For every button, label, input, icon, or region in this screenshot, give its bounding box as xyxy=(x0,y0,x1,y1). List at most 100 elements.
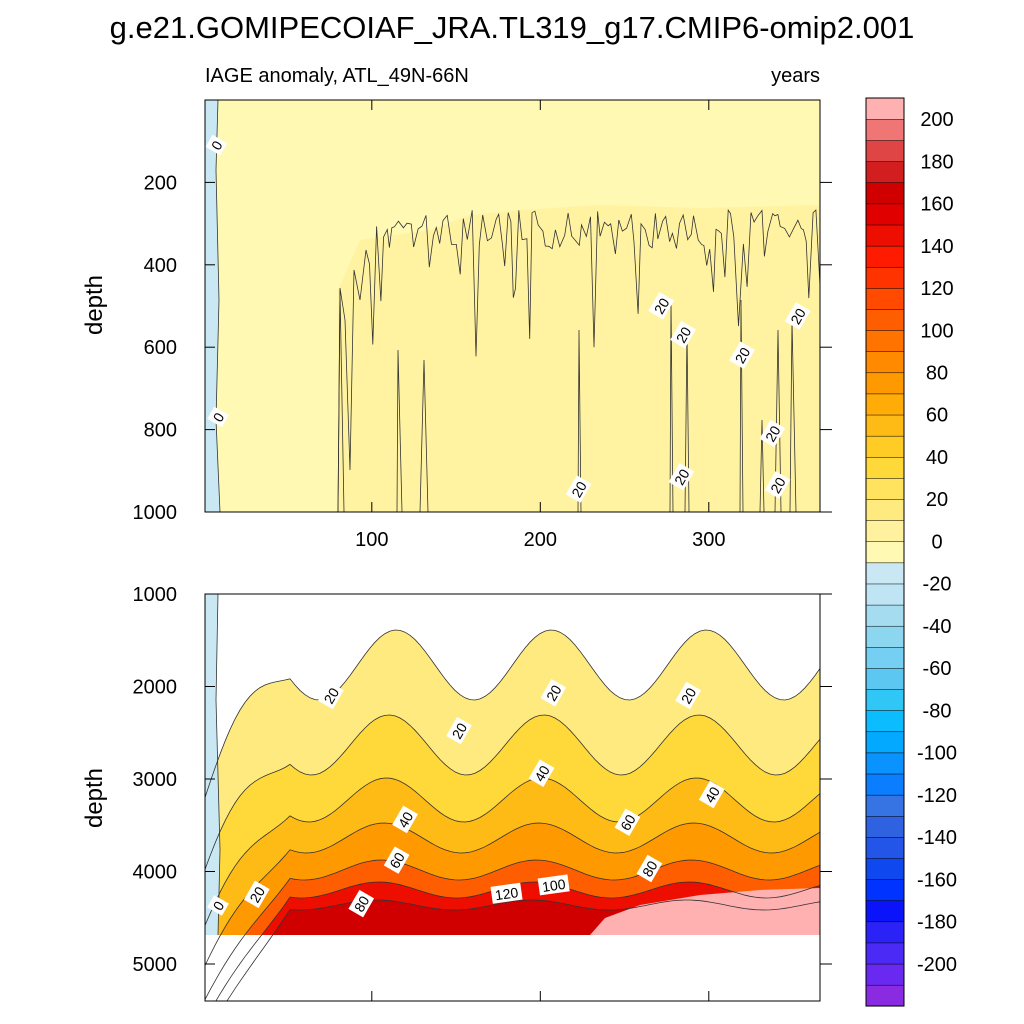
bottom-contour-label-bg xyxy=(207,895,229,916)
bottom-plot-frame xyxy=(204,593,821,1002)
top-contour-label-text: 20 xyxy=(673,324,695,346)
bottom-contour-label-text: 100 xyxy=(541,876,567,895)
bottom-contour-label-text: 20 xyxy=(246,884,268,906)
colorbar-swatch xyxy=(865,604,905,627)
bottom-contour-label-bg xyxy=(348,889,375,918)
top-contour-label-bg xyxy=(565,475,592,503)
colorbar-swatch xyxy=(865,203,905,226)
colorbar-swatch xyxy=(865,836,905,859)
bottom-contour-label-bg xyxy=(614,808,641,837)
colorbar-swatch xyxy=(865,477,905,500)
colorbar-swatch xyxy=(865,879,905,901)
colorbar-swatch xyxy=(865,541,905,564)
bottom-contour-label: 40 xyxy=(392,805,418,834)
top-xtick-label: 100 xyxy=(355,529,388,551)
top-contour-label-bg xyxy=(668,462,695,491)
bottom-contour-label-bg xyxy=(537,874,570,896)
colorbar-label: -100 xyxy=(917,743,957,765)
top-contour-label: 20 xyxy=(764,471,791,499)
top-contour-label: 20 xyxy=(565,475,592,503)
bottom-contour-label-text: 120 xyxy=(494,884,520,903)
colorbar-label: -120 xyxy=(917,785,957,807)
top-contour-label: 20 xyxy=(648,291,675,320)
colorbar-label: -160 xyxy=(917,869,957,891)
bottom-contour-label: 20 xyxy=(446,716,472,745)
top-contour-label-bg xyxy=(205,134,228,156)
colorbar-label: -80 xyxy=(923,700,952,722)
colorbar-label: 20 xyxy=(926,489,948,511)
top-contour-label-text: 20 xyxy=(671,466,693,488)
top-contour-label-bg xyxy=(759,419,786,448)
bottom-contour-label: 20 xyxy=(540,678,567,707)
colorbar-swatch xyxy=(865,921,905,944)
bottom-contour-line xyxy=(205,822,821,966)
top-contour-label-bg xyxy=(729,341,755,369)
colorbar-swatch xyxy=(865,224,905,247)
colorbar-swatch xyxy=(865,97,905,120)
colorbar: 200180160140120100806040200-20-40-60-80-… xyxy=(865,97,957,1007)
colorbar-swatch xyxy=(865,372,905,395)
top-contour-label-bg xyxy=(207,406,229,428)
colorbar-label: -40 xyxy=(923,616,952,638)
colorbar-label: 140 xyxy=(920,236,953,258)
bottom-contour-label-text: 80 xyxy=(351,893,373,915)
colorbar-swatch xyxy=(865,942,905,965)
top-ylabel: depth xyxy=(81,275,108,335)
top-contour-label-text: 20 xyxy=(568,478,590,500)
top-contour-line xyxy=(577,329,582,512)
colorbar-swatch xyxy=(865,731,905,754)
bottom-contour-line xyxy=(205,859,821,1000)
top-contour-label-bg xyxy=(648,291,675,320)
colorbar-swatch xyxy=(865,118,905,141)
colorbar-label: 60 xyxy=(926,405,948,427)
colorbar-swatch xyxy=(865,625,905,648)
colorbar-swatch xyxy=(865,330,905,352)
bottom-contour-label-text: 60 xyxy=(617,812,639,834)
bottom-contour-label-bg xyxy=(540,678,567,707)
top-contour-label: 20 xyxy=(784,302,811,330)
colorbar-swatch xyxy=(865,161,905,184)
top-contour-label-bg xyxy=(764,471,791,499)
bottom-contour-label-bg xyxy=(243,880,270,909)
bottom-contour-label: 60 xyxy=(614,808,641,837)
top-contour-label-text: 20 xyxy=(732,345,754,367)
colorbar-swatch xyxy=(865,393,905,416)
bottom-contour-label-bg xyxy=(490,882,523,904)
bottom-contour-label-text: 20 xyxy=(321,685,343,707)
bottom-ytick-label: 4000 xyxy=(133,862,178,884)
bottom-ytick-label: 1000 xyxy=(133,584,178,606)
bottom-contour-label-text: 20 xyxy=(449,720,471,742)
colorbar-swatch xyxy=(865,857,905,880)
bottom-contour-label-bg xyxy=(636,854,663,883)
colorbar-label: 80 xyxy=(926,363,948,385)
units-label: years xyxy=(771,65,820,87)
colorbar-label: 40 xyxy=(926,447,948,469)
top-contour-label-text: 20 xyxy=(762,423,784,445)
bottom-contour-line xyxy=(205,629,821,798)
top-contour-line xyxy=(396,349,403,512)
bottom-contour-label-text: 20 xyxy=(678,685,700,707)
bottom-ytick-label: 3000 xyxy=(133,769,178,791)
bottom-contour-label: 40 xyxy=(528,759,555,787)
bottom-contour-label: 0 xyxy=(207,895,229,916)
bottom-ytick-label: 5000 xyxy=(133,954,178,976)
bottom-contour-label-bg xyxy=(318,681,344,710)
colorbar-label: -20 xyxy=(923,574,952,596)
top-contour-line xyxy=(759,419,765,512)
colorbar-swatch xyxy=(865,139,905,162)
top-contour-line xyxy=(739,299,744,512)
top-plot-frame xyxy=(204,99,821,513)
top-contour-label-bg xyxy=(784,302,811,330)
bottom-contour-label: 20 xyxy=(243,880,270,909)
bottom-contour-label-text: 40 xyxy=(531,763,553,785)
colorbar-label: -200 xyxy=(917,954,957,976)
top-contour-line xyxy=(774,329,782,512)
bottom-contour-line xyxy=(226,899,821,1001)
bottom-contour-label: 60 xyxy=(383,846,410,874)
bottom-contour-label-bg xyxy=(528,759,555,787)
colorbar-swatch xyxy=(865,689,905,711)
colorbar-frame xyxy=(865,97,905,1007)
bottom-ylabel: depth xyxy=(81,768,108,828)
